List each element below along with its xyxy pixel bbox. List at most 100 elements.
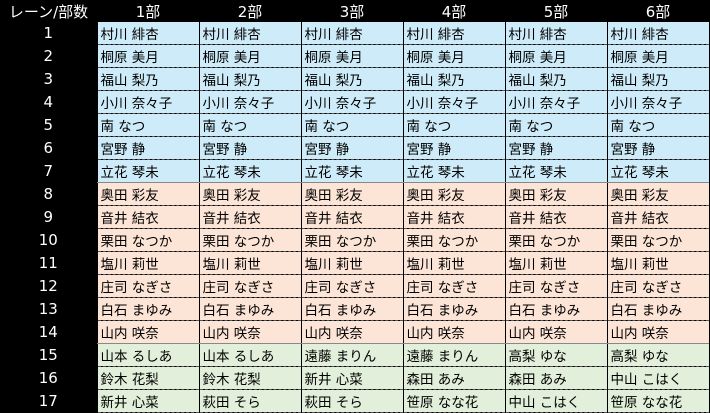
name-cell[interactable]: 白石 まゆみ [96,297,199,321]
name-cell[interactable]: 音井 結衣 [96,205,199,229]
name-cell[interactable]: 中山 こはく [504,389,607,413]
name-cell[interactable]: 南 なつ [606,113,709,137]
name-cell[interactable]: 音井 結衣 [198,205,301,229]
name-cell[interactable]: 立花 琴未 [504,159,607,183]
name-cell[interactable]: 小川 奈々子 [300,90,403,114]
name-cell[interactable]: 宮野 静 [96,136,199,160]
name-cell[interactable]: 遠藤 まりん [402,343,505,367]
name-cell[interactable]: 萩田 そら [198,389,301,413]
name-cell[interactable]: 新井 心菜 [300,366,403,390]
name-cell[interactable]: 奥田 彩友 [606,182,709,206]
name-cell[interactable]: 音井 結衣 [300,205,403,229]
name-cell[interactable]: 白石 まゆみ [198,297,301,321]
name-cell[interactable]: 庄司 なぎさ [606,274,709,298]
name-cell[interactable]: 奥田 彩友 [96,182,199,206]
name-cell[interactable]: 高梨 ゆな [606,343,709,367]
name-cell[interactable]: 村川 緋杏 [300,22,403,45]
name-cell[interactable]: 中山 こはく [606,366,709,390]
name-cell[interactable]: 栗田 なつか [402,228,505,252]
name-cell[interactable]: 音井 結衣 [504,205,607,229]
name-cell[interactable]: 山本 るしあ [198,343,301,367]
name-cell[interactable]: 遠藤 まりん [300,343,403,367]
name-cell[interactable]: 奥田 彩友 [198,182,301,206]
name-cell[interactable]: 村川 緋杏 [402,22,505,45]
name-cell[interactable]: 宮野 静 [606,136,709,160]
name-cell[interactable]: 桐原 美月 [198,44,301,68]
name-cell[interactable]: 福山 梨乃 [504,67,607,91]
name-cell[interactable]: 桐原 美月 [504,44,607,68]
name-cell[interactable]: 小川 奈々子 [96,90,199,114]
name-cell[interactable]: 宮野 静 [504,136,607,160]
name-cell[interactable]: 森田 あみ [402,366,505,390]
name-cell[interactable]: 高梨 ゆな [504,343,607,367]
name-cell[interactable]: 南 なつ [96,113,199,137]
name-cell[interactable]: 山内 咲奈 [96,320,199,344]
name-cell[interactable]: 塩川 莉世 [300,251,403,275]
name-cell[interactable]: 小川 奈々子 [198,90,301,114]
name-cell[interactable]: 森田 あみ [504,366,607,390]
name-cell[interactable]: 福山 梨乃 [606,67,709,91]
name-cell[interactable]: 山内 咲奈 [300,320,403,344]
name-cell[interactable]: 塩川 莉世 [96,251,199,275]
name-cell[interactable]: 村川 緋杏 [198,22,301,45]
name-cell[interactable]: 庄司 なぎさ [300,274,403,298]
name-cell[interactable]: 萩田 そら [300,389,403,413]
name-cell[interactable]: 宮野 静 [402,136,505,160]
name-cell[interactable]: 小川 奈々子 [606,90,709,114]
name-cell[interactable]: 立花 琴未 [402,159,505,183]
name-cell[interactable]: 塩川 莉世 [606,251,709,275]
name-cell[interactable]: 桐原 美月 [300,44,403,68]
name-cell[interactable]: 山内 咲奈 [606,320,709,344]
name-cell[interactable]: 白石 まゆみ [402,297,505,321]
name-cell[interactable]: 南 なつ [402,113,505,137]
name-cell[interactable]: 立花 琴未 [198,159,301,183]
name-cell[interactable]: 庄司 なぎさ [198,274,301,298]
name-cell[interactable]: 庄司 なぎさ [402,274,505,298]
name-cell[interactable]: 音井 結衣 [402,205,505,229]
name-cell[interactable]: 塩川 莉世 [504,251,607,275]
name-cell[interactable]: 宮野 静 [300,136,403,160]
name-cell[interactable]: 桐原 美月 [96,44,199,68]
name-cell[interactable]: 福山 梨乃 [96,67,199,91]
name-cell[interactable]: 南 なつ [300,113,403,137]
name-cell[interactable]: 塩川 莉世 [402,251,505,275]
name-cell[interactable]: 塩川 莉世 [198,251,301,275]
name-cell[interactable]: 桐原 美月 [606,44,709,68]
name-cell[interactable]: 山内 咲奈 [504,320,607,344]
name-cell[interactable]: 福山 梨乃 [198,67,301,91]
name-cell[interactable]: 白石 まゆみ [504,297,607,321]
name-cell[interactable]: 奥田 彩友 [504,182,607,206]
name-cell[interactable]: 小川 奈々子 [402,90,505,114]
name-cell[interactable]: 村川 緋杏 [504,22,607,45]
name-cell[interactable]: 立花 琴未 [606,159,709,183]
name-cell[interactable]: 小川 奈々子 [504,90,607,114]
name-cell[interactable]: 鈴木 花梨 [96,366,199,390]
name-cell[interactable]: 栗田 なつか [504,228,607,252]
name-cell[interactable]: 福山 梨乃 [300,67,403,91]
name-cell[interactable]: 福山 梨乃 [402,67,505,91]
name-cell[interactable]: 新井 心菜 [96,389,199,413]
name-cell[interactable]: 音井 結衣 [606,205,709,229]
name-cell[interactable]: 奥田 彩友 [402,182,505,206]
name-cell[interactable]: 立花 琴未 [300,159,403,183]
name-cell[interactable]: 笹原 なな花 [402,389,505,413]
name-cell[interactable]: 山本 るしあ [96,343,199,367]
name-cell[interactable]: 村川 緋杏 [96,22,199,45]
name-cell[interactable]: 山内 咲奈 [402,320,505,344]
name-cell[interactable]: 栗田 なつか [96,228,199,252]
name-cell[interactable]: 庄司 なぎさ [96,274,199,298]
name-cell[interactable]: 鈴木 花梨 [198,366,301,390]
name-cell[interactable]: 庄司 なぎさ [504,274,607,298]
name-cell[interactable]: 白石 まゆみ [300,297,403,321]
name-cell[interactable]: 南 なつ [504,113,607,137]
name-cell[interactable]: 白石 まゆみ [606,297,709,321]
name-cell[interactable]: 立花 琴未 [96,159,199,183]
name-cell[interactable]: 栗田 なつか [300,228,403,252]
name-cell[interactable]: 笹原 なな花 [606,389,709,413]
name-cell[interactable]: 宮野 静 [198,136,301,160]
name-cell[interactable]: 村川 緋杏 [606,22,709,45]
name-cell[interactable]: 栗田 なつか [606,228,709,252]
name-cell[interactable]: 奥田 彩友 [300,182,403,206]
name-cell[interactable]: 山内 咲奈 [198,320,301,344]
name-cell[interactable]: 南 なつ [198,113,301,137]
